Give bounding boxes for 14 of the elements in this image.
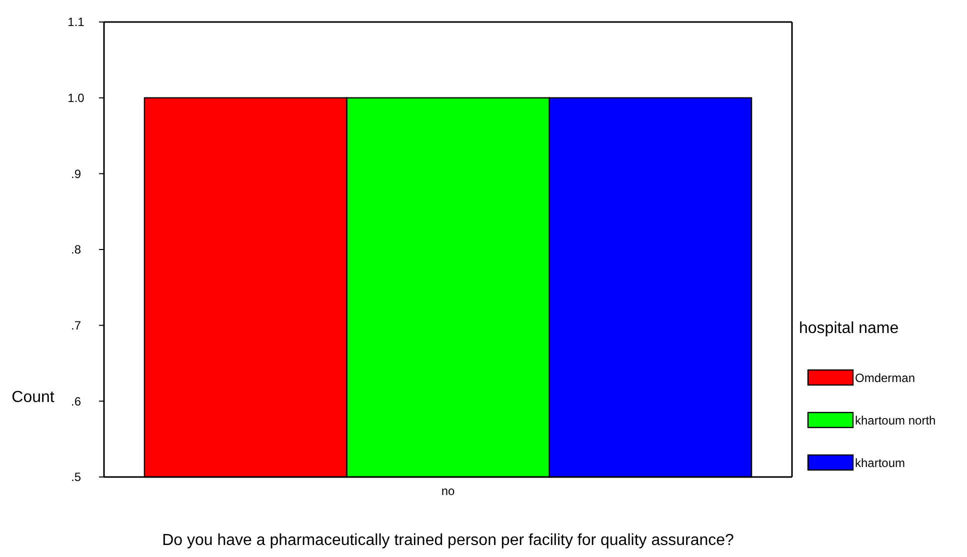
legend-label: Omderman — [855, 371, 916, 386]
y-tick-label: 1.0 — [68, 91, 85, 106]
y-axis-title: Count — [12, 389, 55, 406]
legend-label: khartoum — [855, 456, 906, 470]
legend-title: hospital name — [799, 320, 899, 337]
x-axis-title: Do you have a pharmaceutically trained person per facility for quality assurance? — [162, 532, 734, 549]
y-tick-label: .8 — [70, 242, 82, 257]
legend-label: khartoum north — [855, 414, 936, 428]
y-tick-label: 1.1 — [68, 15, 85, 30]
y-tick-label: .9 — [70, 166, 82, 181]
y-tick-label: .7 — [70, 318, 82, 333]
y-tick-label: .6 — [70, 394, 82, 408]
x-tick-label: no — [441, 484, 455, 498]
y-tick-label: .5 — [70, 470, 82, 484]
